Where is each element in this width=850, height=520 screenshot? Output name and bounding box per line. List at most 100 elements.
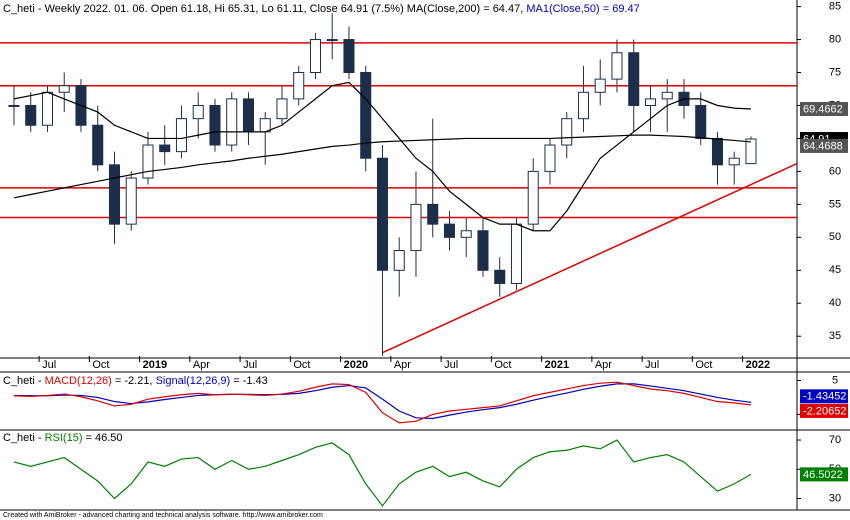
candle-body [142, 144, 154, 179]
series-line [13, 134, 752, 199]
y-tick-label: 55 [829, 198, 841, 210]
x-tick-label: Jul [444, 359, 458, 371]
candle-body [25, 104, 37, 126]
candle-body [393, 250, 405, 271]
value-box-label: 69.4662 [803, 103, 843, 115]
y-tick-label: 35 [829, 330, 841, 342]
x-tick-label: Jul [645, 359, 659, 371]
candle-body [242, 98, 254, 133]
candle-body [611, 52, 623, 80]
value-box-bg [800, 403, 848, 418]
candle-body [276, 98, 288, 120]
x-tick-label: Oct [695, 359, 712, 371]
y-tick-label: 80 [829, 33, 841, 45]
candle-body [443, 223, 456, 238]
candle-body [8, 104, 20, 107]
candle-body [360, 72, 372, 159]
series-line [13, 381, 752, 424]
candle-body [92, 124, 104, 166]
value-box-bg [800, 467, 848, 482]
y-tick-label: 30 [829, 492, 841, 504]
value-box: 69.4662 [800, 102, 848, 117]
title-part: = 46.50 [82, 432, 122, 444]
candle-body [460, 230, 472, 238]
value-box-label: 46.5022 [803, 469, 843, 481]
candle-body [711, 137, 724, 166]
candle-body [695, 104, 707, 139]
title-part: MA(Close,200) = 64.47, [407, 3, 527, 15]
candle-body [410, 203, 422, 252]
x-tick-label: Oct [494, 359, 511, 371]
y-tick-label: 40 [829, 297, 841, 309]
title-part: = -2.21, [112, 375, 156, 387]
value-box: -1.43452 [800, 389, 848, 404]
value-box-label: -1.43452 [803, 391, 846, 403]
candle-body [192, 104, 204, 120]
x-tick-label: 2019 [143, 359, 167, 371]
candle-body [343, 39, 355, 74]
title-part: Signal(12,26,9) [156, 375, 231, 387]
candle-body [58, 85, 70, 93]
pane-title: C_heti - RSI(15) = 46.50 [3, 432, 123, 444]
value-box-label: 64.4688 [803, 140, 843, 152]
title-part: C_heti - Weekly 2022. 01. 06. Open 61.18… [3, 3, 407, 15]
x-tick-label: Apr [193, 359, 210, 371]
value-box-label: -2.20652 [803, 405, 846, 417]
candle-body [644, 98, 657, 106]
candle-body [427, 203, 439, 225]
x-tick-label: Jul [243, 359, 257, 371]
candle-body [745, 138, 757, 165]
trendline [382, 162, 798, 354]
candle-body [728, 157, 740, 166]
y-tick-label: 70 [829, 434, 841, 446]
candle-body [209, 104, 221, 146]
series-line [13, 439, 752, 507]
candle-body [527, 170, 539, 225]
candle-body [376, 157, 389, 271]
title-part: MA1(Close,50) = 69.47 [526, 3, 639, 15]
x-tick-label: Apr [394, 359, 411, 371]
y-tick-label: 45 [829, 264, 841, 276]
value-box-bg [800, 138, 848, 153]
candle-body [326, 39, 338, 42]
candle-body [125, 177, 137, 225]
series-line [13, 81, 752, 232]
x-tick-label: 2021 [545, 359, 569, 371]
candle-body [494, 269, 506, 284]
candle-body [226, 98, 238, 146]
title-part: RSI(15) [45, 432, 83, 444]
y-tick-label: 60 [829, 165, 841, 177]
candle-body [561, 118, 573, 146]
candle-body [510, 223, 523, 284]
candle-body [477, 230, 489, 271]
candle-body [544, 144, 556, 172]
candle-body [175, 118, 187, 153]
candle-body [293, 72, 305, 100]
title-part: = -1.43 [230, 375, 268, 387]
pane-title: C_heti - Weekly 2022. 01. 06. Open 61.18… [3, 3, 640, 15]
footer: Created with AmiBroker - advanced charti… [3, 512, 323, 519]
title-part: C_heti - [3, 375, 45, 387]
title-part: MACD(12,26) [45, 375, 112, 387]
candle-body [108, 164, 120, 225]
x-tick-label: Apr [595, 359, 612, 371]
candle-body [577, 91, 590, 120]
candle-body [628, 52, 640, 106]
value-box: 46.5022 [800, 467, 848, 482]
y-tick-label: 50 [829, 231, 841, 243]
y-tick-label: 75 [829, 66, 841, 78]
candle-body [159, 144, 171, 153]
x-tick-label: Oct [92, 359, 109, 371]
x-tick-label: Oct [293, 359, 310, 371]
x-tick-label: 2020 [344, 359, 368, 371]
pane-title: C_heti - MACD(12,26) = -2.21, Signal(12,… [3, 375, 268, 387]
value-box: 64.4688 [800, 138, 848, 153]
candle-body [661, 91, 673, 100]
candle-body [41, 91, 54, 126]
candle-body [594, 78, 606, 93]
x-tick-label: Jul [42, 359, 56, 371]
value-box: -2.20652 [800, 403, 848, 418]
y-tick-label: 85 [829, 0, 841, 12]
